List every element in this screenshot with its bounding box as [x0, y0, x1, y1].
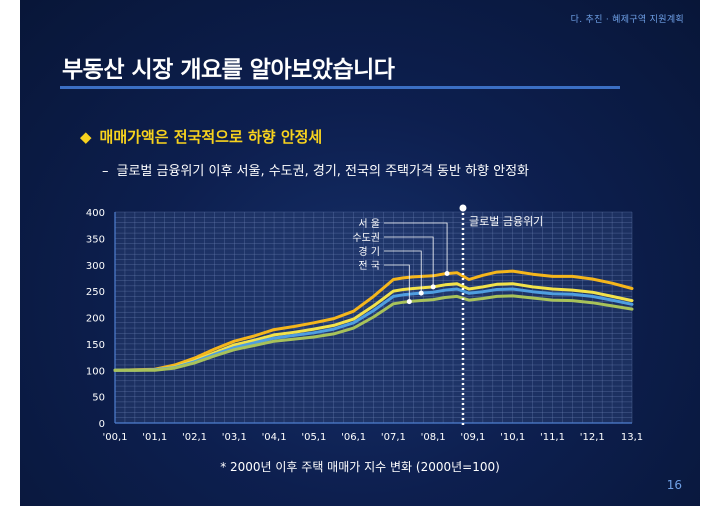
legend-label: 서 울 [358, 218, 380, 230]
series-line [113, 294, 634, 372]
title-underline [60, 86, 620, 89]
legend-label: 경 기 [358, 245, 380, 258]
x-tick-label: '10,1 [500, 432, 525, 443]
x-tick-label: '00,1 [102, 432, 127, 443]
x-tick-label: '01,1 [142, 432, 167, 443]
diamond-bullet-icon: ◆ [80, 128, 92, 146]
slide: 다. 추진 · 혜제구역 지원계획 부동산 시장 개요를 알아보았습니다 ◆ 매매… [20, 0, 700, 506]
legend-leader-line [384, 222, 448, 274]
legend-leader-dot [406, 299, 412, 305]
y-tick-label: 400 [86, 208, 105, 219]
y-tick-label: 250 [86, 287, 105, 298]
crisis-marker-dot [459, 204, 467, 212]
legend-label: 수도권 [352, 232, 380, 244]
y-tick-label: 300 [86, 261, 105, 272]
bullet-text: 매매가액은 전국적으로 하향 안정세 [99, 128, 323, 146]
legend-leader-dot [444, 271, 450, 277]
y-tick-label: 350 [86, 234, 105, 245]
y-tick-label: 0 [99, 419, 105, 430]
y-tick-label: 200 [86, 314, 105, 325]
x-tick-label: '12,1 [580, 432, 605, 443]
chart-caption: * 2000년 이후 주택 매매가 지수 변화 (2000년=100) [220, 460, 500, 474]
legend-leader-line [384, 250, 422, 294]
bullet-headline: ◆ 매매가액은 전국적으로 하향 안정세 [80, 126, 322, 147]
legend-leader-line [384, 264, 410, 302]
x-tick-label: '07,1 [381, 432, 406, 443]
crisis-annotation-label: 글로벌 금융위기 [469, 215, 543, 228]
x-tick-label: '08,1 [421, 432, 446, 443]
y-tick-label: 100 [86, 366, 105, 377]
legend-leader-line [384, 236, 434, 287]
legend-label: 전 국 [358, 260, 380, 272]
x-tick-label: '04,1 [262, 432, 287, 443]
price-index-chart: 0 50 100 150 200 250 300 350 400 '00,1 '01,1 '02,1 '… [86, 204, 643, 443]
dash-marker: – [102, 164, 109, 179]
page-title: 부동산 시장 개요를 알아보았습니다 [62, 57, 395, 83]
sub-point: – 글로벌 금융위기 이후 서울, 수도권, 경기, 전국의 주택가격 동반 하향… [102, 160, 529, 179]
legend-leader-dot [430, 284, 436, 290]
x-tick-label: 13,1 [621, 432, 643, 443]
x-tick-label: '11,1 [540, 432, 565, 443]
x-tick-label: '06,1 [341, 432, 366, 443]
x-tick-label: '05,1 [301, 432, 326, 443]
sub-point-text: 글로벌 금융위기 이후 서울, 수도권, 경기, 전국의 주택가격 동반 하향 … [116, 164, 530, 179]
section-label: 다. 추진 · 혜제구역 지원계획 [570, 15, 684, 25]
series-line [113, 269, 634, 372]
legend-leader-dot [418, 290, 424, 296]
y-tick-label: 50 [92, 393, 105, 404]
x-tick-label: '09,1 [460, 432, 485, 443]
page-number: 16 [666, 478, 682, 492]
x-tick-label: '02,1 [182, 432, 207, 443]
y-tick-label: 150 [86, 340, 105, 351]
x-tick-label: '03,1 [222, 432, 247, 443]
